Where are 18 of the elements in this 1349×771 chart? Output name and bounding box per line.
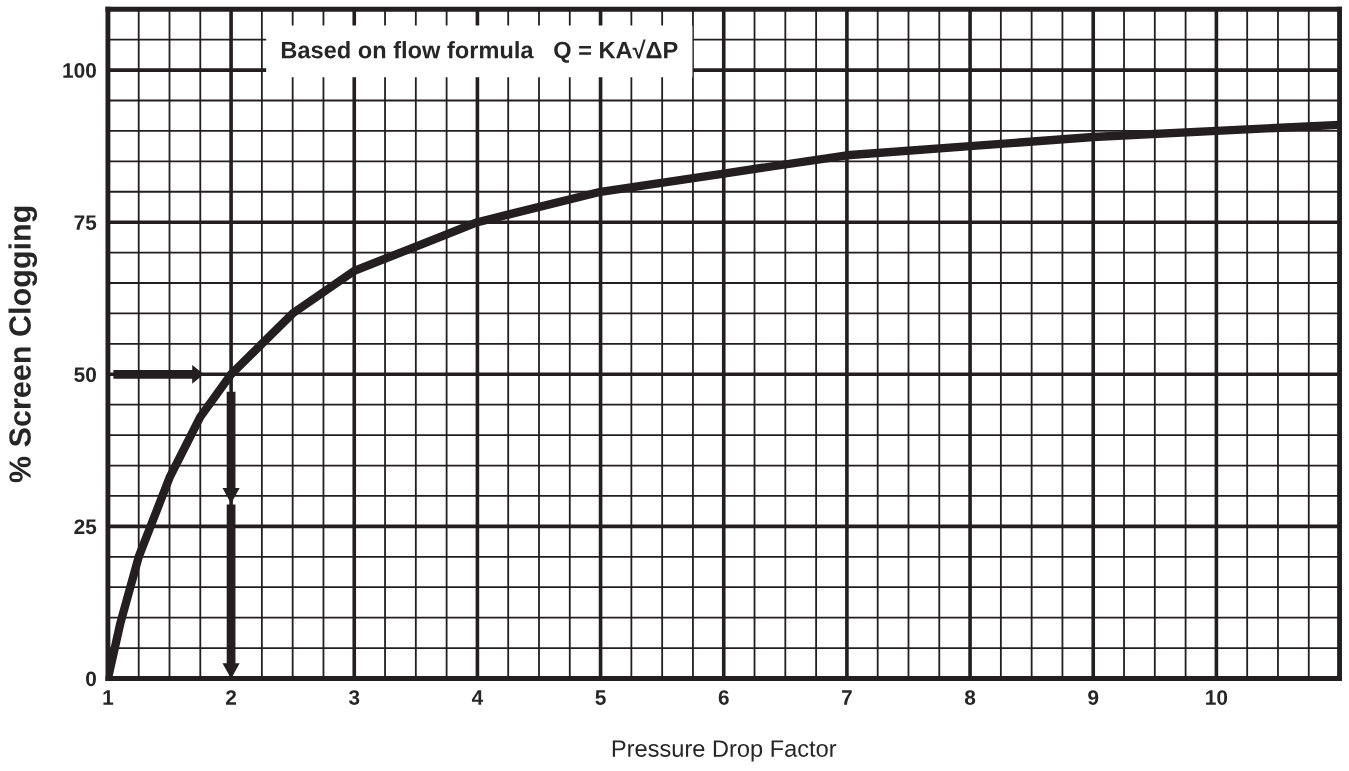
x-tick-label: 7 bbox=[842, 690, 852, 705]
annotation: Based on flow formula Q = KA√ΔP bbox=[281, 39, 678, 63]
y-tick-label: 0 bbox=[86, 671, 96, 687]
x-tick-label: 10 bbox=[1206, 690, 1228, 705]
y-tick-label: 50 bbox=[74, 367, 96, 383]
y-axis-title: % Screen Clogging bbox=[8, 206, 38, 483]
y-tick-label: 75 bbox=[74, 215, 97, 230]
x-axis-title: Pressure Drop Factor bbox=[612, 740, 837, 762]
y-tick-label: 100 bbox=[63, 63, 96, 78]
x-tick-label: 4 bbox=[471, 690, 484, 705]
x-tick-label: 1 bbox=[103, 690, 114, 705]
x-tick-label: 5 bbox=[595, 690, 606, 705]
x-tick-label: 2 bbox=[226, 690, 237, 705]
x-tick-label: 3 bbox=[348, 690, 360, 705]
x-tick-label: 9 bbox=[1088, 690, 1099, 705]
x-tick-label: 8 bbox=[964, 690, 976, 705]
y-tick-label: 25 bbox=[74, 519, 97, 535]
x-tick-label: 6 bbox=[718, 690, 729, 705]
